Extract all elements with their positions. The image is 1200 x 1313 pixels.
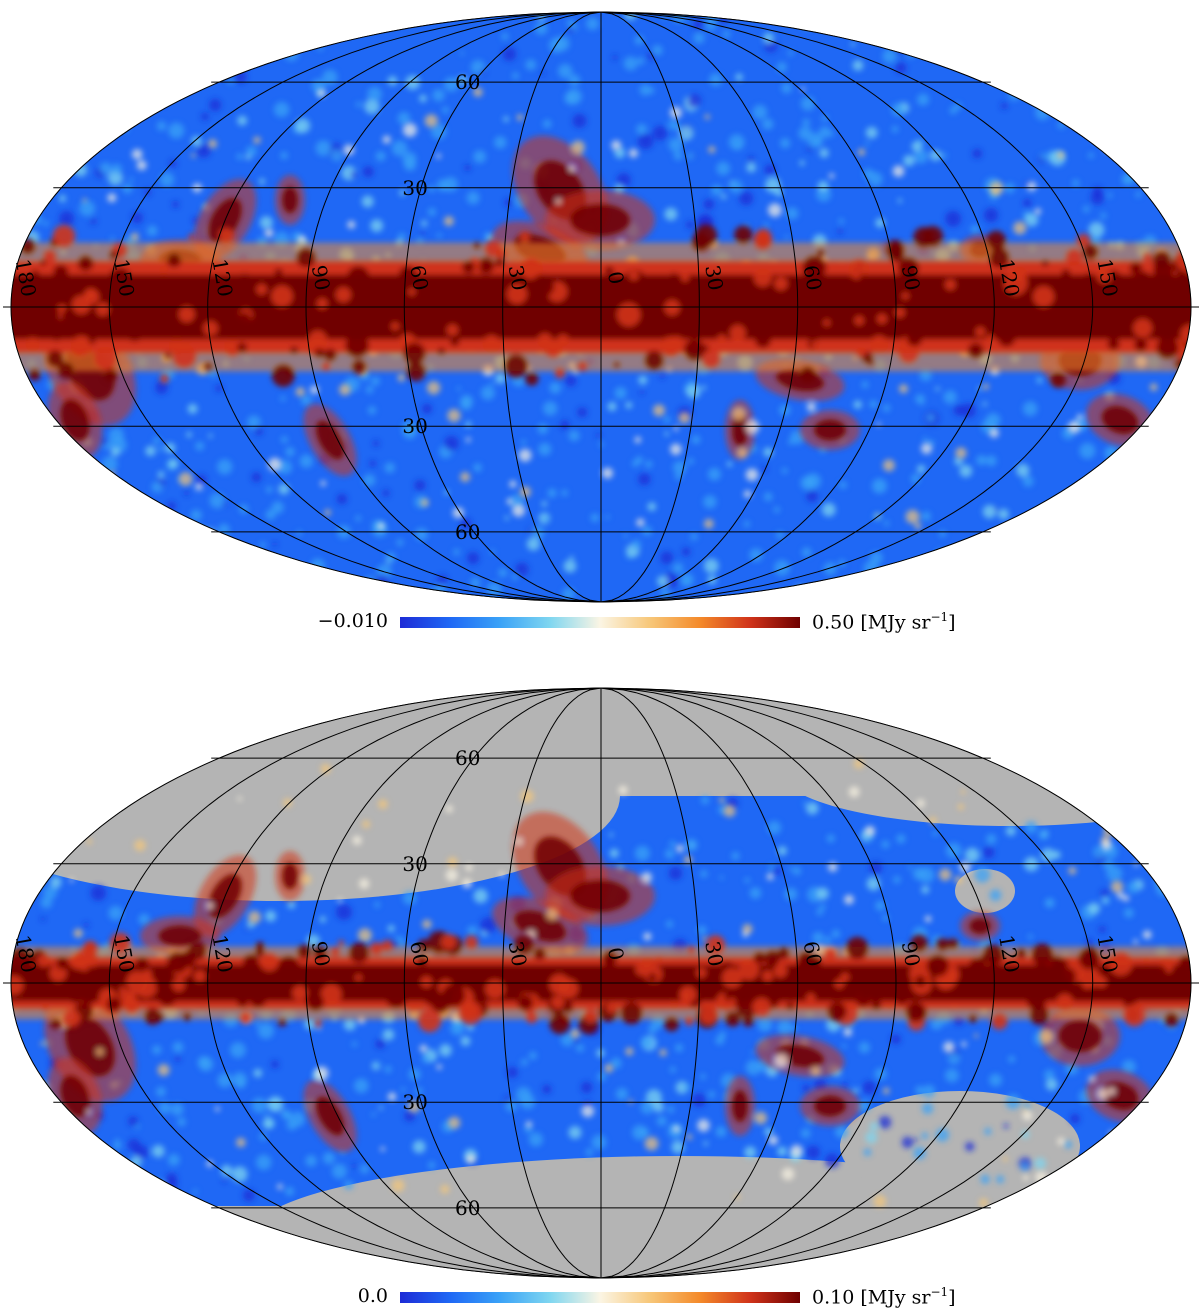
meridian-line — [600, 11, 799, 603]
longitude-label: 90 — [307, 939, 335, 968]
meridian-line — [502, 11, 602, 603]
colorbar-max-label: 0.10 [MJy sr−1] — [812, 1285, 956, 1309]
map-outline — [10, 11, 1192, 603]
longitude-labels: 180 150 120 90 60 30 0 30 60 90 120 150 — [11, 257, 1123, 299]
meridian-line — [600, 11, 1094, 603]
latitude-label: 60 — [455, 70, 480, 94]
meridian-line — [502, 687, 602, 1279]
latitude-label: 30 — [402, 1090, 427, 1114]
galactic-plane — [11, 224, 1191, 391]
longitude-label: 60 — [405, 263, 433, 292]
meridian-line — [207, 687, 602, 1279]
longitude-label: 60 — [405, 939, 433, 968]
longitude-label: 0 — [603, 269, 629, 286]
meridian-line — [600, 687, 995, 1279]
meridian-line — [600, 687, 1094, 1279]
meridian-line — [403, 687, 602, 1279]
latitude-labels: 60 30 30 60 — [402, 746, 480, 1220]
meridian-line — [305, 687, 602, 1279]
colorbar-min-label: 0.0 — [357, 1285, 388, 1307]
colorbar-gradient — [400, 617, 800, 628]
meridian-line — [600, 11, 995, 603]
latitude-label: 60 — [455, 520, 480, 544]
colorbar-gradient — [400, 1292, 800, 1303]
meridian-line — [108, 687, 602, 1279]
meridian-line — [403, 11, 602, 603]
graticule — [3, 11, 1199, 603]
latitude-label: 60 — [455, 746, 480, 770]
colorbar-min-label: −0.010 — [317, 610, 388, 632]
latitude-label: 30 — [402, 414, 427, 438]
meridian-line — [600, 11, 897, 603]
latitude-labels: 60 30 30 60 — [402, 70, 480, 544]
longitude-labels: 180 150 120 90 60 30 0 30 60 90 120 150 — [11, 933, 1123, 975]
all-sky-map-top: 60 30 30 60 180 150 120 90 60 30 0 30 60 90 120 150 −0.… — [0, 0, 1200, 650]
latitude-label: 30 — [402, 852, 427, 876]
longitude-label: 60 — [799, 939, 827, 968]
longitude-label: 30 — [700, 263, 728, 292]
colorbar-top: −0.010 0.50 [MJy sr−1] — [0, 608, 1200, 638]
longitude-label: 90 — [897, 939, 925, 968]
map-field — [11, 688, 1191, 1278]
longitude-label: 60 — [799, 263, 827, 292]
longitude-label: 30 — [504, 263, 532, 292]
graticule — [3, 687, 1199, 1279]
colorbar-max-label: 0.50 [MJy sr−1] — [812, 610, 956, 634]
meridian-line — [108, 11, 602, 603]
map-outline — [10, 687, 1192, 1279]
all-sky-map-bottom: 60 30 30 60 180 150 120 90 60 30 0 30 60 90 120 150 0.0… — [0, 676, 1200, 1313]
meridian-line — [600, 687, 700, 1279]
meridian-line — [600, 687, 799, 1279]
longitude-label: 90 — [307, 263, 335, 292]
longitude-label: 30 — [700, 939, 728, 968]
longitude-label: 90 — [897, 263, 925, 292]
meridian-line — [305, 11, 602, 603]
meridian-line — [600, 687, 897, 1279]
longitude-label: 0 — [603, 945, 629, 962]
colorbar-bottom: 0.0 0.10 [MJy sr−1] — [0, 1283, 1200, 1313]
latitude-label: 30 — [402, 176, 427, 200]
longitude-label: 30 — [504, 939, 532, 968]
meridian-line — [600, 11, 700, 603]
latitude-label: 60 — [455, 1196, 480, 1220]
meridian-line — [207, 11, 602, 603]
